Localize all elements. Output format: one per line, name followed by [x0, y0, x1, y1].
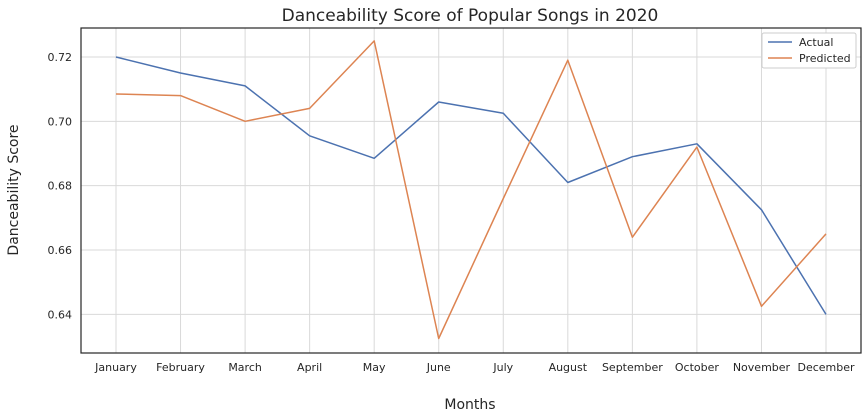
y-tick-label: 0.70: [48, 115, 73, 128]
x-tick-labels: January February March April May June July Augu…: [94, 361, 855, 374]
y-tick-labels: 0.64 0.66 0.68 0.70 0.72: [48, 51, 73, 321]
legend: Actual Predicted: [761, 32, 857, 69]
grid: [81, 28, 861, 353]
legend-label: Actual: [799, 36, 833, 49]
y-tick-label: 0.68: [48, 180, 73, 193]
x-tick-label: August: [549, 361, 588, 374]
x-tick-label: February: [156, 361, 205, 374]
x-tick-label: November: [733, 361, 791, 374]
x-axis-label: Months: [444, 397, 495, 413]
x-tick-label: March: [228, 361, 262, 374]
y-tick-label: 0.64: [48, 308, 73, 321]
y-tick-label: 0.72: [48, 51, 73, 64]
x-tick-label: June: [426, 361, 451, 374]
plot-frame: [80, 27, 862, 354]
series-line-predicted: [115, 40, 827, 340]
series-line-actual: [115, 56, 827, 315]
x-tick-label: July: [492, 361, 513, 374]
legend-label: Predicted: [799, 52, 851, 65]
x-tick-label: April: [297, 361, 322, 374]
x-tick-label: December: [797, 361, 855, 374]
y-tick-label: 0.66: [48, 244, 73, 257]
x-tick-label: May: [363, 361, 386, 374]
x-tick-label: September: [602, 361, 663, 374]
x-tick-label: January: [94, 361, 137, 374]
chart-title: Danceability Score of Popular Songs in 2…: [282, 6, 659, 26]
y-axis-label: Danceability Score: [6, 124, 22, 255]
x-tick-label: October: [675, 361, 719, 374]
series-lines: [115, 40, 827, 340]
